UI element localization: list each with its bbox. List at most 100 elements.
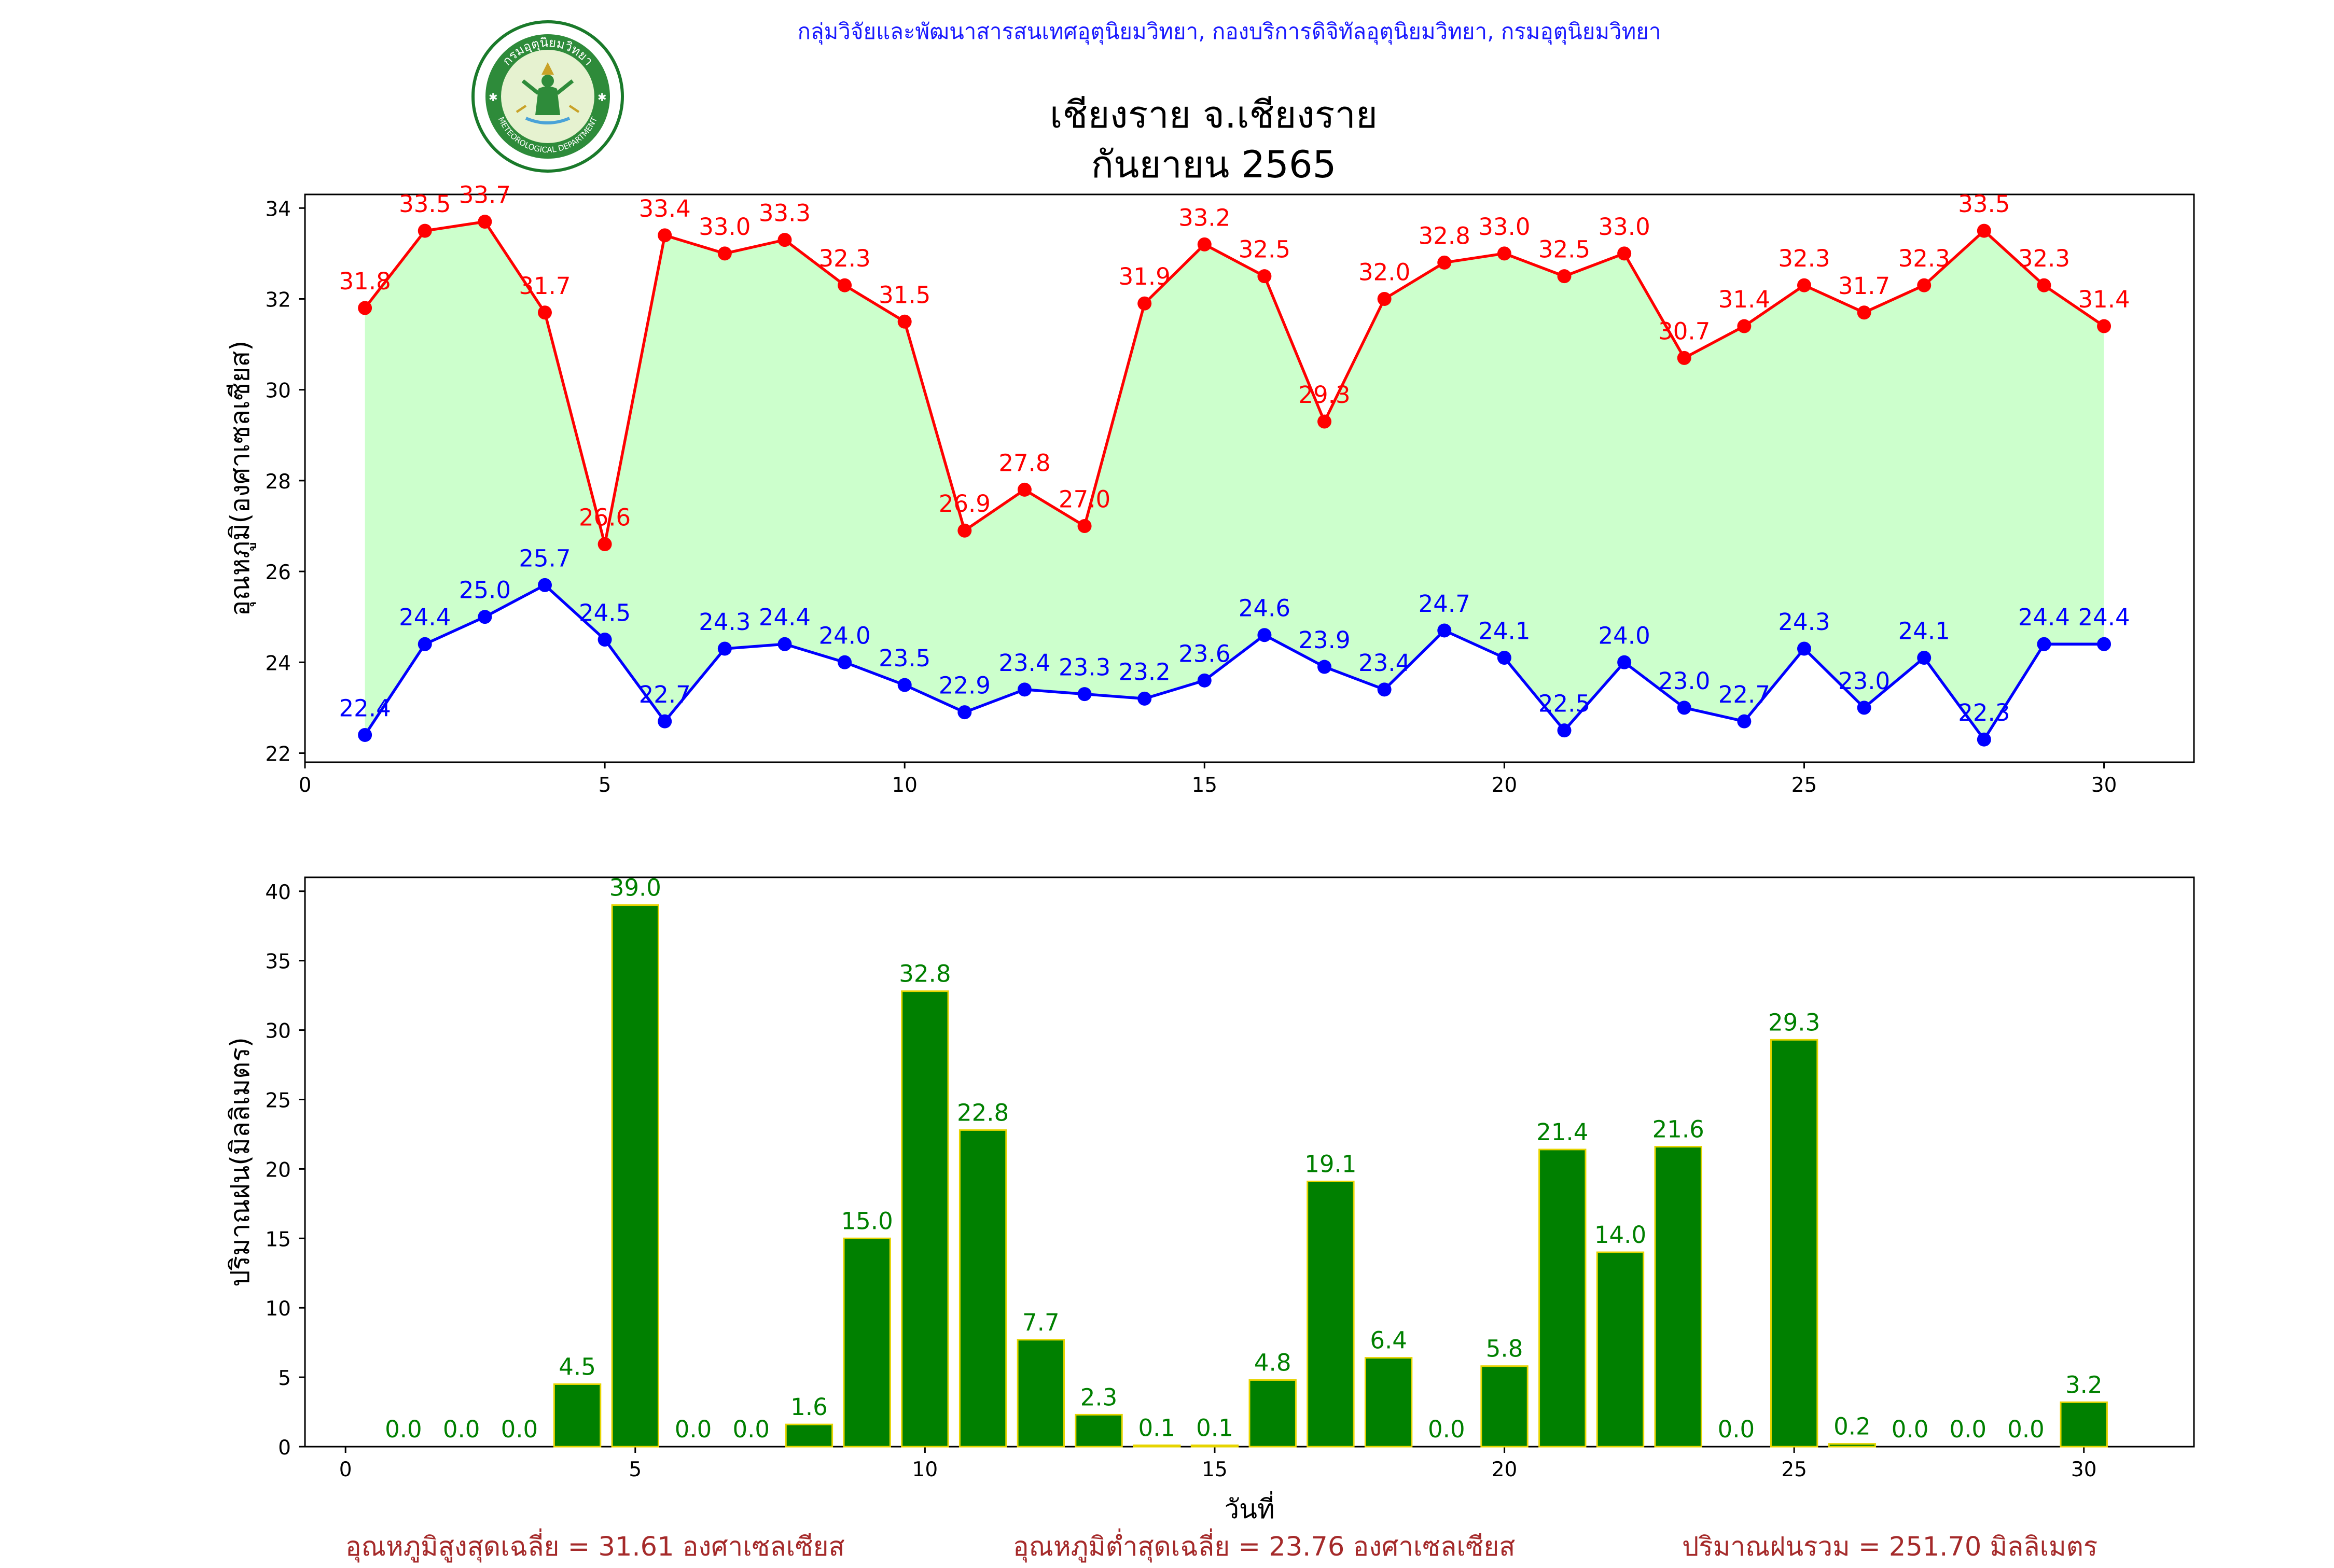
min-temp-label: 24.1 [1898, 618, 1950, 645]
x-tick-label: 10 [892, 774, 918, 797]
y-tick-label: 32 [265, 288, 291, 312]
rain-bar-label: 29.3 [1768, 1009, 1820, 1036]
min-temp-point [1797, 641, 1811, 656]
rain-bar-label: 4.5 [559, 1353, 596, 1380]
min-temp-label: 23.0 [1658, 667, 1710, 695]
max-temp-point [2097, 319, 2111, 333]
temperature-chart: 0 5 10 15 20 25 30 22 24 26 28 30 32 34 อุณหภูมิ(องศาเ… [225, 181, 2195, 797]
max-temp-label: 32.5 [1538, 236, 1590, 263]
y-tick-label: 40 [265, 881, 291, 904]
min-temp-point [1557, 723, 1572, 738]
max-temp-label: 31.8 [339, 268, 391, 295]
max-temp-label: 32.3 [818, 245, 870, 272]
max-temp-label: 32.3 [1778, 245, 1830, 272]
footer-avg-max: อุณหภูมิสูงสุดเฉลี่ย = 31.61 องศาเซลเซีย… [345, 1532, 845, 1563]
y-tick-label: 26 [265, 561, 291, 584]
logo-star-left: ✱ [489, 91, 498, 104]
max-temp-label: 33.3 [759, 200, 811, 227]
max-temp-label: 32.3 [1898, 245, 1950, 272]
max-temp-point [1977, 223, 1991, 238]
rain-bar [1017, 1339, 1065, 1448]
min-temp-label: 23.0 [1838, 667, 1890, 695]
rain-bar [1075, 1413, 1123, 1448]
min-temp-point [1497, 651, 1511, 665]
min-temp-point [1857, 701, 1871, 715]
header-credit: กลุ่มวิจัยและพัฒนาสารสนเทศอุตุนิยมวิทยา,… [797, 20, 1661, 45]
rain-bar [1307, 1180, 1355, 1448]
x-tick-label: 0 [339, 1458, 352, 1481]
rain-bar [1364, 1357, 1413, 1448]
rain-bar-label: 32.8 [899, 960, 951, 988]
rain-bar-label: 3.2 [2065, 1371, 2103, 1398]
x-tick-label: 20 [1492, 1458, 1518, 1481]
max-temp-label: 31.9 [1119, 263, 1171, 290]
min-temp-point [717, 641, 732, 656]
min-temp-point [957, 705, 972, 720]
min-temp-label: 22.4 [339, 694, 391, 722]
max-temp-label: 31.4 [1718, 286, 1770, 313]
min-temp-label: 24.0 [818, 622, 870, 649]
min-temp-label: 23.4 [998, 649, 1050, 677]
max-temp-point [838, 278, 852, 292]
min-temp-label: 24.4 [759, 604, 811, 631]
max-temp-label: 32.5 [1239, 236, 1290, 263]
max-temp-point [1617, 246, 1632, 261]
x-tick-label: 15 [1202, 1458, 1228, 1481]
rain-bar [958, 1129, 1007, 1448]
min-temp-point [1137, 691, 1152, 706]
rain-bar-label: 0.1 [1138, 1414, 1175, 1441]
min-temp-point [478, 610, 492, 624]
max-temp-point [1197, 237, 1212, 251]
rain-bar [843, 1237, 891, 1448]
rain-bar-label: 1.6 [790, 1393, 828, 1421]
min-temp-label: 22.7 [1718, 681, 1770, 708]
min-temp-label: 24.3 [1778, 608, 1830, 636]
y-tick-label: 24 [265, 652, 291, 675]
max-temp-point [1677, 351, 1691, 365]
max-temp-label: 33.7 [459, 181, 511, 209]
max-temp-label: 26.6 [579, 504, 631, 531]
min-temp-point [1197, 673, 1212, 688]
min-temp-point [897, 678, 912, 692]
x-tick-label: 25 [1781, 1458, 1807, 1481]
max-temp-point [1497, 246, 1511, 261]
min-temp-point [658, 714, 672, 729]
min-temp-point [1617, 655, 1632, 669]
rain-bar [1538, 1149, 1587, 1448]
department-logo: กรมอุตุนิยมวิทยา METEOROLOGICAL DEPARTME… [471, 20, 624, 173]
max-temp-label: 33.0 [699, 213, 751, 241]
rain-bar-label: 15.0 [841, 1207, 893, 1235]
min-temp-point [838, 655, 852, 669]
max-temp-label: 32.8 [1419, 222, 1470, 249]
rain-bar [1190, 1444, 1239, 1448]
min-temp-label: 23.3 [1059, 654, 1110, 681]
max-temp-label: 27.0 [1059, 485, 1110, 513]
max-temp-point [418, 223, 432, 238]
min-temp-label: 24.4 [2078, 604, 2130, 631]
rain-bar-label: 0.0 [501, 1416, 538, 1443]
min-temp-point [1677, 701, 1691, 715]
max-temp-line [364, 220, 2105, 545]
plot-frame [304, 193, 2195, 763]
rain-bar [1596, 1251, 1645, 1448]
rain-bar [1248, 1379, 1297, 1448]
x-tick-label: 25 [1791, 774, 1817, 797]
max-temp-label: 31.5 [879, 281, 930, 309]
max-temp-point [358, 301, 372, 315]
min-temp-label: 24.6 [1239, 595, 1290, 622]
max-temp-label: 32.0 [1358, 258, 1410, 286]
max-temp-point [478, 215, 492, 229]
min-temp-label: 22.3 [1958, 699, 2010, 726]
max-temp-point [1077, 519, 1092, 533]
max-temp-point [1737, 319, 1752, 333]
rain-bar [1770, 1039, 1818, 1448]
rain-bar [2060, 1401, 2108, 1448]
min-temp-label: 22.5 [1538, 690, 1590, 718]
chart-title-station: เชียงราย จ.เชียงราย [1049, 93, 1378, 137]
x-tick-label: 10 [912, 1458, 938, 1481]
min-temp-point [1257, 628, 1272, 642]
rain-bar-label: 0.0 [1428, 1416, 1465, 1443]
y-tick-label: 10 [265, 1297, 291, 1321]
rain-bar-label: 0.0 [443, 1416, 480, 1443]
x-tick-label: 30 [2091, 774, 2117, 797]
